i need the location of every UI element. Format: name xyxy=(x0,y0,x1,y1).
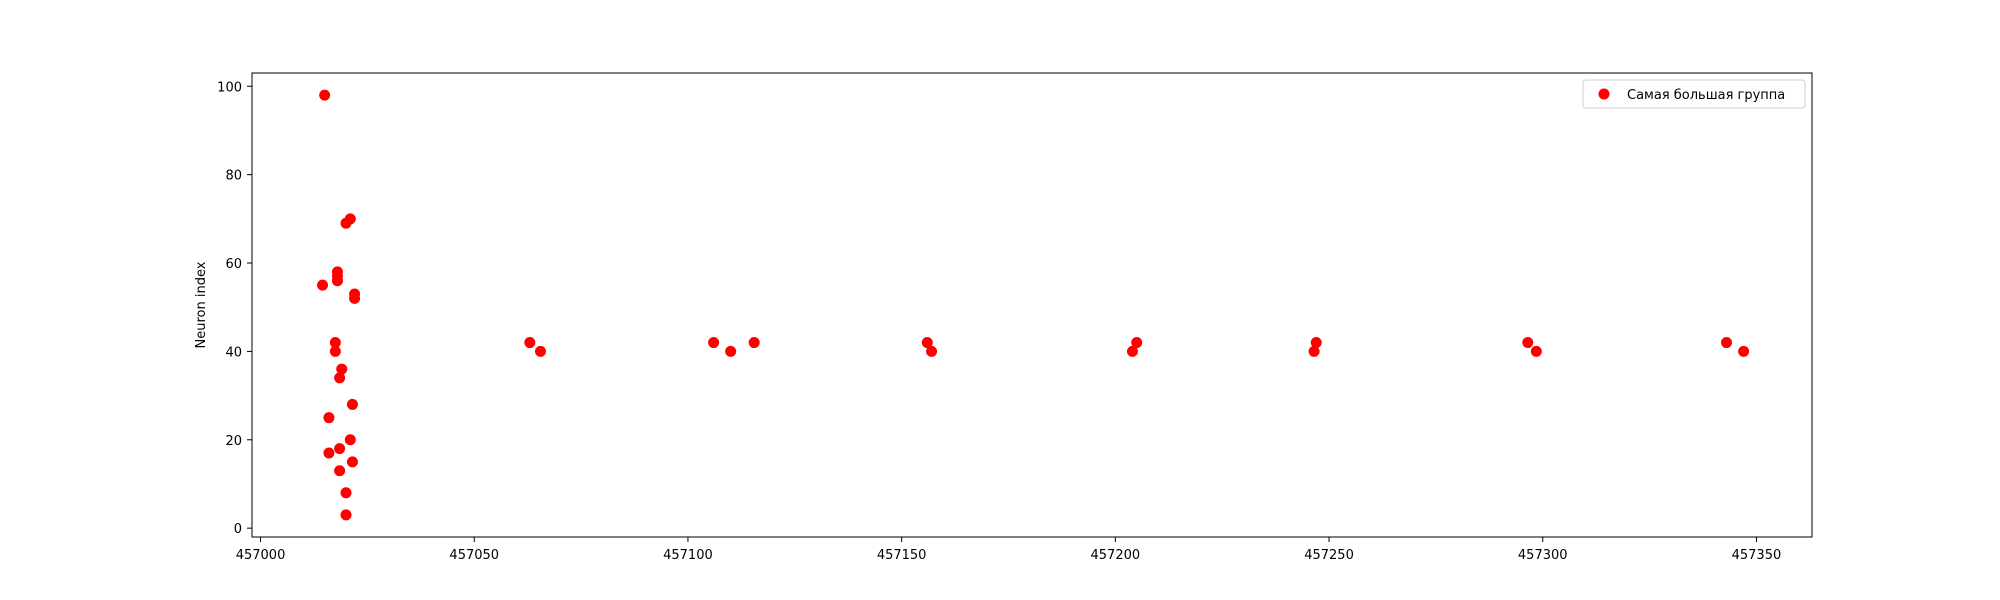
data-point xyxy=(334,372,346,384)
data-point xyxy=(926,345,938,357)
data-point xyxy=(334,443,346,455)
x-tick-label: 457100 xyxy=(663,548,713,563)
data-point xyxy=(1310,337,1322,349)
data-point xyxy=(921,337,933,349)
y-tick-label: 80 xyxy=(225,169,242,184)
x-tick-label: 457350 xyxy=(1732,548,1782,563)
data-point xyxy=(725,345,737,357)
x-axis: 457000 457050 457100 457150 457200 457250 4573… xyxy=(236,537,1782,563)
data-point xyxy=(334,465,346,477)
data-point xyxy=(323,447,335,459)
y-tick-label: 60 xyxy=(225,257,242,272)
y-tick-label: 40 xyxy=(225,345,242,360)
data-point xyxy=(748,337,760,349)
data-point xyxy=(1721,337,1733,349)
x-tick-label: 457000 xyxy=(236,548,286,563)
data-point xyxy=(1308,345,1320,357)
legend: Самая большая группа xyxy=(1582,79,1806,109)
data-point xyxy=(329,345,341,357)
data-point xyxy=(1530,345,1542,357)
data-point xyxy=(323,412,335,424)
data-point xyxy=(349,292,361,304)
data-point xyxy=(708,337,720,349)
data-point xyxy=(534,345,546,357)
x-tick-label: 457200 xyxy=(1091,548,1141,563)
data-point xyxy=(524,337,536,349)
x-tick-label: 457050 xyxy=(449,548,499,563)
x-tick-label: 457300 xyxy=(1518,548,1568,563)
plot-area-border xyxy=(251,72,1813,538)
data-point xyxy=(1126,345,1138,357)
y-tick-label: 20 xyxy=(225,434,242,449)
data-point xyxy=(340,487,352,499)
data-point xyxy=(329,337,341,349)
y-axis-label: Neuron index xyxy=(194,261,209,348)
x-tick-label: 457250 xyxy=(1304,548,1354,563)
x-tick-label: 457150 xyxy=(877,548,927,563)
legend-label: Самая большая группа xyxy=(1627,88,1785,103)
y-tick-label: 100 xyxy=(217,80,242,95)
data-points xyxy=(317,89,1750,521)
data-point xyxy=(319,89,331,101)
plot-frame xyxy=(251,72,1813,538)
legend-marker xyxy=(1598,88,1610,100)
data-point xyxy=(346,456,358,468)
data-point xyxy=(340,509,352,521)
legend-box xyxy=(1582,79,1806,109)
data-point xyxy=(1738,345,1750,357)
data-point xyxy=(1522,337,1534,349)
data-point xyxy=(346,398,358,410)
data-point xyxy=(1131,337,1143,349)
y-tick-label: 0 xyxy=(234,522,242,537)
y-axis: 0 20 40 60 80 100 xyxy=(217,80,252,537)
data-point xyxy=(336,363,348,375)
data-point xyxy=(344,434,356,446)
data-point xyxy=(344,213,356,225)
data-point xyxy=(317,279,329,291)
data-point xyxy=(331,275,343,287)
